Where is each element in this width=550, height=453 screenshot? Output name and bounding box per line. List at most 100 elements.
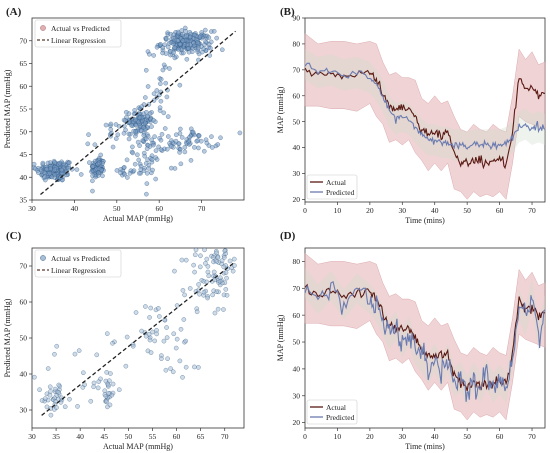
data-point	[56, 390, 62, 395]
data-point	[172, 55, 178, 61]
data-point	[209, 134, 214, 139]
data-point	[215, 142, 221, 147]
data-point	[96, 155, 102, 161]
data-point	[202, 247, 207, 253]
data-point	[164, 335, 170, 340]
data-point	[157, 314, 162, 319]
y-tick-label: 20	[293, 195, 301, 204]
x-tick-label: 70	[528, 432, 536, 441]
y-tick-label: 50	[20, 127, 28, 136]
x-axis-label: Time (mins)	[405, 442, 445, 451]
data-point	[136, 157, 141, 163]
data-point	[211, 269, 217, 275]
data-point	[96, 160, 102, 166]
data-point	[151, 117, 156, 123]
data-point	[182, 42, 188, 47]
data-point	[145, 143, 151, 148]
y-tick-label: 90	[293, 14, 301, 23]
data-point	[182, 149, 188, 155]
legend-actual-label: Actual	[326, 178, 346, 187]
data-point	[74, 167, 80, 172]
data-point	[215, 255, 221, 260]
data-point	[196, 365, 201, 370]
data-point	[104, 331, 110, 336]
data-point	[127, 171, 133, 176]
data-point	[126, 131, 132, 137]
data-point	[203, 27, 208, 33]
data-point	[127, 119, 132, 125]
data-point	[211, 288, 216, 294]
data-point	[175, 29, 181, 35]
data-point	[49, 174, 55, 180]
data-point	[214, 250, 219, 256]
data-point	[191, 262, 196, 268]
data-point	[149, 124, 154, 129]
data-point	[104, 370, 109, 375]
data-point	[38, 167, 44, 172]
x-tick-label: 0	[303, 206, 307, 215]
data-point	[130, 144, 135, 150]
y-tick-label: 50	[293, 117, 301, 126]
data-point	[179, 135, 185, 140]
data-point	[204, 256, 210, 262]
data-point	[142, 120, 148, 126]
data-point	[90, 188, 95, 194]
x-tick-label: 0	[303, 432, 307, 441]
data-point	[166, 134, 171, 139]
data-point	[122, 171, 127, 177]
data-point	[214, 35, 219, 41]
y-tick-label: 35	[20, 196, 28, 205]
data-point	[192, 32, 197, 38]
data-point	[153, 148, 159, 153]
y-tick-label: 70	[293, 284, 301, 293]
legend-actual-label: Actual	[326, 403, 346, 412]
data-point	[82, 382, 87, 387]
panel-d-legend: Actual Predicted	[306, 399, 358, 425]
data-point	[76, 348, 82, 353]
data-point	[44, 166, 50, 172]
panel-c: (C) 30 35 40 45 50 55 60 65 70 30 40 50 60 70 Actual M…	[3, 230, 245, 451]
data-point	[144, 171, 150, 176]
data-point	[123, 109, 129, 115]
data-point	[42, 396, 48, 401]
data-point	[196, 133, 202, 138]
x-tick-label: 40	[71, 204, 79, 213]
x-tick-label: 30	[399, 432, 407, 441]
data-point	[192, 145, 197, 150]
data-point	[75, 404, 80, 409]
x-tick-label: 20	[366, 206, 374, 215]
data-point	[153, 176, 158, 182]
y-tick-label: 70	[293, 65, 301, 74]
data-point	[172, 45, 178, 50]
data-point	[199, 49, 205, 55]
y-tick-label: 80	[293, 257, 301, 266]
x-tick-label: 30	[399, 206, 407, 215]
data-point	[168, 366, 173, 371]
data-point	[165, 356, 170, 361]
data-point	[87, 160, 92, 165]
data-point	[174, 303, 180, 308]
data-point	[144, 181, 150, 186]
prediction-band	[305, 49, 545, 164]
data-point	[188, 158, 194, 163]
data-point	[195, 40, 200, 45]
y-tick-label: 45	[20, 150, 28, 159]
panel-a-label: (A)	[6, 6, 22, 18]
data-point	[161, 62, 167, 68]
data-point	[195, 138, 201, 143]
legend-regression-label: Linear Regression	[51, 36, 106, 45]
data-point	[143, 161, 149, 166]
data-point	[56, 382, 62, 388]
data-point	[45, 366, 51, 371]
x-tick-label: 55	[149, 432, 157, 441]
data-point	[214, 259, 220, 264]
data-point	[237, 130, 243, 136]
data-point	[103, 122, 109, 128]
data-point	[130, 343, 136, 349]
data-point	[204, 279, 210, 285]
data-point	[193, 247, 199, 253]
data-point	[205, 295, 210, 301]
panel-d-plot: 0 10 20 30 40 50 60 70 20 30 40 50 60 70 80 Time (mins)…	[276, 247, 546, 451]
y-tick-label: 40	[293, 364, 301, 373]
x-axis-label: Time (mins)	[405, 216, 445, 225]
